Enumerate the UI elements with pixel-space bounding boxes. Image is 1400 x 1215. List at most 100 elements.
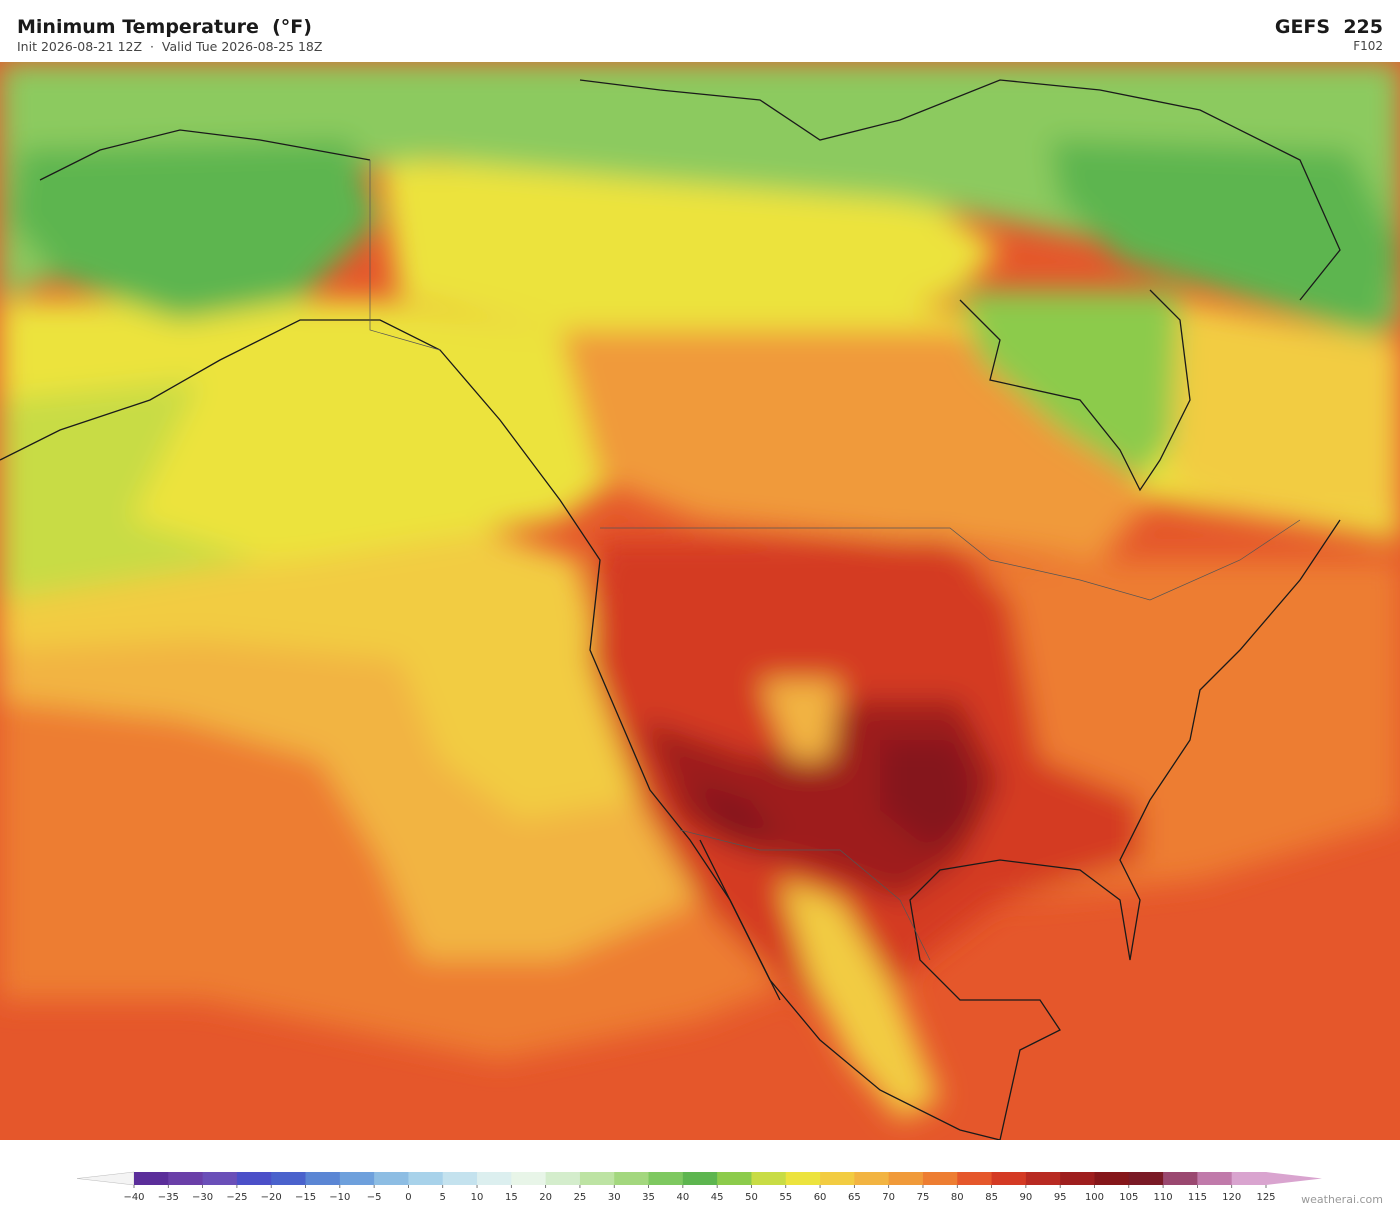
color-swatch	[511, 1172, 547, 1185]
color-swatch	[888, 1172, 924, 1185]
color-swatch	[1197, 1172, 1233, 1185]
field-quebec	[1170, 300, 1400, 520]
tick-label: 35	[642, 1192, 655, 1203]
field-hudson	[960, 290, 1190, 480]
map-subtitle: Init 2026-08-21 12Z · Valid Tue 2026-08-…	[17, 39, 323, 54]
tick-label: 95	[1054, 1192, 1067, 1203]
field-55	[0, 380, 260, 600]
tick-label: 5	[440, 1192, 446, 1203]
tick-label: 115	[1188, 1192, 1207, 1203]
field-rockies	[760, 680, 840, 760]
tick-label: 55	[779, 1192, 792, 1203]
temperature-field	[0, 62, 1400, 1120]
tick-label: 100	[1085, 1192, 1104, 1203]
tick-label: 65	[848, 1192, 861, 1203]
border-us-canada	[600, 519, 1301, 601]
color-swatch	[305, 1172, 341, 1185]
field-arctic	[0, 62, 1400, 330]
field-mexico-highlands	[780, 880, 940, 1120]
model-label: GEFS 225	[1274, 16, 1383, 38]
color-swatch	[854, 1172, 890, 1185]
frame-label: F102	[1353, 39, 1383, 53]
color-swatch	[339, 1172, 375, 1185]
color-swatch	[648, 1172, 684, 1185]
tick-label: 70	[882, 1192, 895, 1203]
coastline-west	[0, 319, 1001, 1140]
tick-label: −10	[329, 1192, 350, 1203]
color-swatch	[1128, 1172, 1164, 1185]
color-swatch	[614, 1172, 650, 1185]
tick-label: 125	[1256, 1192, 1275, 1203]
color-swatch	[957, 1172, 993, 1185]
color-swatch	[202, 1172, 238, 1185]
tick-label: 80	[951, 1192, 964, 1203]
tick-label: 25	[574, 1192, 587, 1203]
color-swatch	[682, 1172, 718, 1185]
color-swatch	[1163, 1172, 1198, 1185]
color-swatch	[820, 1172, 855, 1185]
extend-low	[76, 1171, 135, 1186]
extend-high	[1266, 1172, 1322, 1185]
tick-label: 15	[505, 1192, 518, 1203]
credit: weatherai.com	[1301, 1193, 1383, 1206]
border-us-mexico	[679, 829, 931, 961]
color-swatch	[1060, 1172, 1095, 1185]
color-swatch	[785, 1172, 821, 1185]
color-swatch	[991, 1172, 1027, 1185]
color-swatch	[236, 1172, 272, 1185]
tick-label: −30	[192, 1192, 213, 1203]
color-swatch	[1231, 1172, 1267, 1185]
field-alaska	[10, 140, 380, 320]
tick-label: 120	[1222, 1192, 1241, 1203]
color-swatch	[134, 1172, 169, 1185]
tick-label: −25	[226, 1192, 247, 1203]
tick-label: 40	[676, 1192, 689, 1203]
color-swatch	[442, 1172, 478, 1185]
color-swatch	[717, 1172, 752, 1185]
color-swatch	[751, 1172, 787, 1185]
color-swatch	[545, 1172, 581, 1185]
field-canada	[380, 160, 1000, 330]
tick-label: −15	[295, 1192, 316, 1203]
coastline-arctic	[39, 129, 371, 181]
borders	[369, 160, 1301, 961]
color-swatch	[374, 1172, 409, 1185]
coastline-islands	[579, 79, 1341, 301]
coastline-baja	[699, 839, 781, 1001]
coastline-east	[909, 519, 1341, 1140]
color-swatch	[168, 1172, 204, 1185]
tick-label: 110	[1154, 1192, 1173, 1203]
color-swatch	[1025, 1172, 1061, 1185]
tick-label: 45	[711, 1192, 724, 1203]
color-swatch	[1094, 1172, 1130, 1185]
tick-label: 105	[1119, 1192, 1138, 1203]
tick-label: 60	[814, 1192, 827, 1203]
color-swatch	[271, 1172, 307, 1185]
field-baffin	[1050, 140, 1400, 340]
tick-label: −35	[158, 1192, 179, 1203]
tick-label: 85	[985, 1192, 998, 1203]
border-alaska	[369, 160, 441, 351]
coastlines	[0, 79, 1341, 1140]
coastline-hudson	[959, 289, 1191, 492]
tick-label: −20	[261, 1192, 282, 1203]
color-swatch	[579, 1172, 615, 1185]
tick-label: 0	[405, 1192, 411, 1203]
tick-label: 75	[917, 1192, 930, 1203]
field-100-west	[690, 780, 780, 840]
color-swatch	[922, 1172, 958, 1185]
color-swatch	[477, 1172, 512, 1185]
field-prairies	[560, 330, 1150, 560]
field-65	[0, 520, 640, 820]
tick-label: −5	[367, 1192, 382, 1203]
map	[0, 62, 1400, 1140]
tick-label: 30	[608, 1192, 621, 1203]
tick-label: 20	[539, 1192, 552, 1203]
tick-label: 10	[471, 1192, 484, 1203]
map-title: Minimum Temperature (°F)	[17, 16, 312, 38]
tick-label: 90	[1020, 1192, 1033, 1203]
field-100-plains	[880, 740, 980, 850]
tick-label: 50	[745, 1192, 758, 1203]
